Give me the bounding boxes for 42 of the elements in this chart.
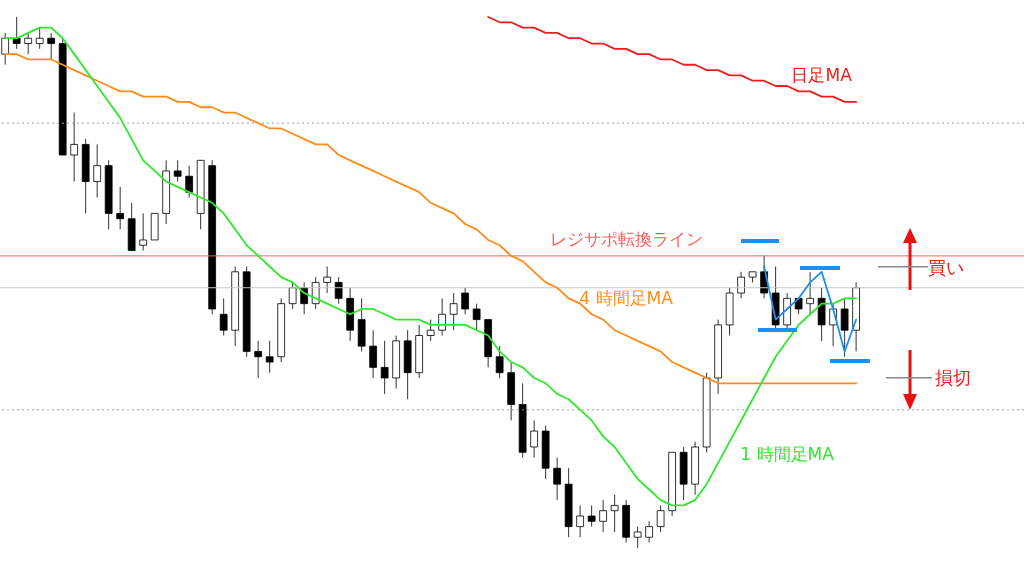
text: 損切 (935, 367, 971, 388)
candlestick (645, 520, 653, 544)
candlestick (461, 287, 469, 315)
candlestick (139, 212, 148, 252)
candlestick (24, 32, 33, 55)
candlestick (254, 340, 263, 379)
candlestick (265, 340, 274, 374)
candlestick (633, 526, 642, 549)
candlestick (806, 271, 814, 315)
candlestick (553, 457, 561, 501)
candlestick (116, 186, 125, 230)
candlestick (185, 165, 194, 198)
candlestick (656, 504, 665, 533)
candlestick (380, 340, 389, 395)
ref-line-label: レジサポ転換ライン (549, 228, 703, 249)
series-label: 日足MA (791, 64, 853, 85)
candlestick (530, 419, 538, 459)
candlestick (472, 303, 481, 331)
candlestick (288, 281, 297, 310)
candlestick (369, 329, 377, 379)
candlestick (35, 27, 44, 50)
candlestick (47, 32, 56, 60)
candlestick (737, 271, 745, 299)
candlestick (438, 297, 446, 337)
series-label: 4 時間足MA (579, 287, 674, 308)
candlestick (70, 112, 79, 183)
candlestick (599, 499, 607, 533)
candlestick (323, 266, 331, 294)
candlestick (610, 494, 619, 533)
candlestick (334, 276, 343, 305)
candlestick (840, 297, 849, 358)
candlestick (587, 504, 596, 528)
series-label: 1 時間足MA (740, 443, 835, 464)
candlestick (576, 504, 584, 538)
text: 買い (928, 257, 964, 278)
candlestick (449, 292, 458, 331)
candlestick (219, 297, 228, 337)
candlestick (12, 16, 21, 50)
candlestick (93, 143, 102, 198)
candlestick (495, 345, 504, 379)
candlestick (173, 159, 182, 183)
candlestick (426, 319, 435, 342)
